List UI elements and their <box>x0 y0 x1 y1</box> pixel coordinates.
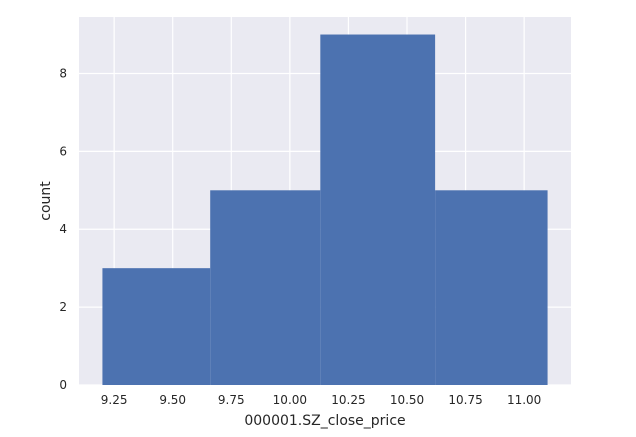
x-tick-label: 11.00 <box>507 393 541 407</box>
y-tick-label: 6 <box>59 144 67 158</box>
x-tick-label: 9.25 <box>101 393 128 407</box>
x-tick-label: 10.50 <box>390 393 424 407</box>
y-tick-label: 4 <box>59 222 67 236</box>
x-tick-label: 10.25 <box>331 393 365 407</box>
y-tick-label: 2 <box>59 300 67 314</box>
x-tick-label: 9.50 <box>159 393 186 407</box>
y-tick-label: 8 <box>59 66 67 80</box>
x-axis-label: 000001.SZ_close_price <box>244 413 405 429</box>
y-axis-ticks: 0 2 4 6 8 <box>59 66 67 392</box>
x-tick-label: 10.00 <box>273 393 307 407</box>
histogram-bar-3 <box>435 190 548 385</box>
histogram-bar-2 <box>320 34 436 386</box>
x-tick-label: 9.75 <box>218 393 245 407</box>
y-axis-label: count <box>38 181 54 221</box>
histogram-bar-0 <box>102 268 211 385</box>
x-axis-ticks: 9.25 9.50 9.75 10.00 10.25 10.50 10.75 11.00 <box>101 393 542 407</box>
y-tick-label: 0 <box>59 378 67 392</box>
histogram-bar-1 <box>210 190 321 385</box>
bars <box>102 34 548 386</box>
x-tick-label: 10.75 <box>448 393 482 407</box>
